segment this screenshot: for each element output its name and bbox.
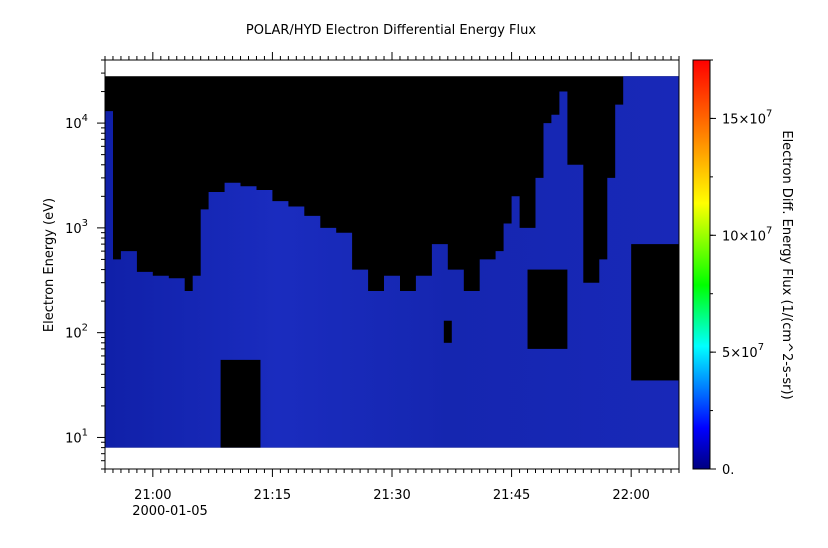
y-tick-label: 104 [65,113,88,132]
colorbar-axis: 0. 5×107 10×107 15×107 [710,59,772,478]
x-tick-label: 21:30 [373,488,410,503]
data-gap [443,320,452,343]
date-label: 2000-01-05 [132,504,208,519]
flux-region [105,76,679,448]
x-tick-label: 21:15 [254,488,291,503]
colorbar [692,59,711,470]
colorbar-tick-label: 5×107 [722,342,764,361]
y-tick-label: 103 [65,218,88,237]
y-axis: 101 102 103 104 [65,59,105,470]
spectrogram-image [105,76,679,448]
colorbar-tick-label: 15×107 [722,108,772,127]
colorbar-tick-label: 0. [722,463,734,478]
y-axis-label: Electron Energy (eV) [42,198,57,332]
data-gap [220,359,261,448]
x-tick-label: 21:00 [134,488,171,503]
data-gap [631,244,679,381]
x-tick-label: 22:00 [612,488,649,503]
y-tick-label: 101 [65,427,88,446]
colorbar-label: Electron Diff. Energy Flux (1/(cm^2-s-sr… [779,130,794,399]
chart-title: POLAR/HYD Electron Differential Energy F… [246,23,536,38]
y-tick-label: 102 [65,323,88,342]
data-gap [527,269,568,349]
x-axis: 21:00 21:15 21:30 21:45 22:00 [104,52,680,503]
colorbar-tick-label: 10×107 [722,225,772,244]
x-tick-label: 21:45 [493,488,530,503]
